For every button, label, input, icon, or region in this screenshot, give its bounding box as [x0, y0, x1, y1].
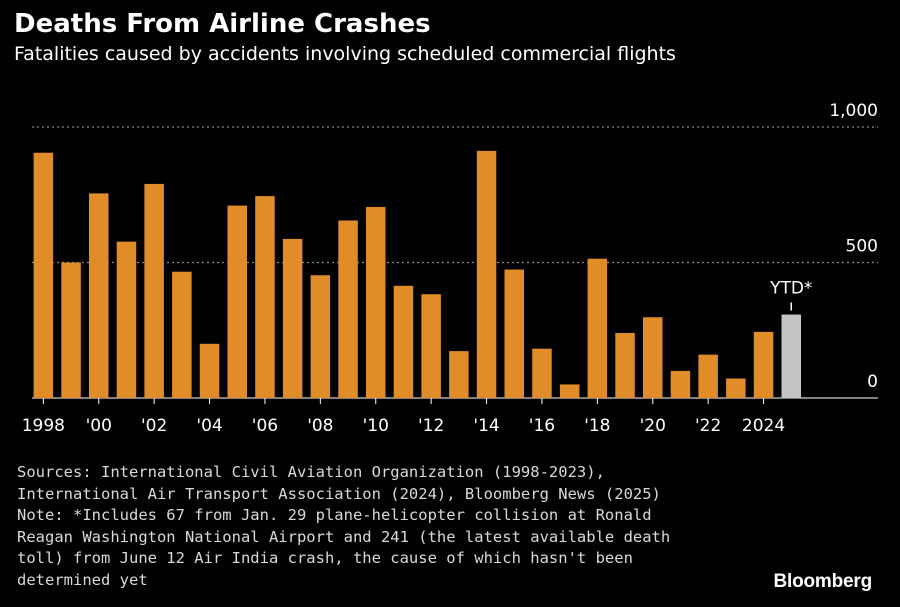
- bar: [172, 271, 192, 398]
- x-tick-label: '02: [141, 416, 167, 436]
- bar: [753, 331, 774, 398]
- bar: [559, 384, 580, 398]
- bar: [698, 354, 718, 398]
- y-tick-label: 500: [846, 237, 878, 257]
- bar: [282, 238, 303, 398]
- x-tick-label: '14: [473, 416, 499, 436]
- bar-ytd: [781, 314, 801, 398]
- x-tick-label: '16: [529, 416, 555, 436]
- y-tick-label: 0: [867, 372, 878, 392]
- bar: [116, 241, 137, 398]
- footnote-line: Reagan Washington National Airport and 2…: [17, 527, 671, 546]
- bar: [89, 193, 109, 398]
- x-tick-label: '22: [695, 416, 721, 436]
- bar: [227, 205, 247, 398]
- bar: [643, 317, 663, 398]
- chart-title: Deaths From Airline Crashes: [14, 9, 431, 39]
- bar: [255, 196, 275, 398]
- x-tick-label: '06: [252, 416, 278, 436]
- footnote-line: Sources: International Civil Aviation Or…: [17, 463, 605, 481]
- bar: [338, 220, 358, 398]
- footnote-line: determined yet: [17, 570, 148, 589]
- bar: [449, 351, 469, 398]
- bar: [199, 343, 220, 398]
- footnotes: Sources: International Civil Aviation Or…: [17, 462, 757, 591]
- bar: [366, 206, 386, 398]
- bar: [615, 332, 635, 398]
- x-tick-label: 1998: [22, 416, 65, 436]
- footnote-line: Note: *Includes 67 from Jan. 29 plane-he…: [17, 506, 652, 524]
- bar: [33, 152, 54, 398]
- bar: [476, 150, 497, 398]
- bar: [61, 262, 81, 398]
- footnote-line: toll) from June 12 Air India crash, the …: [17, 549, 633, 567]
- bar: [504, 269, 524, 398]
- y-tick-label: 1,000: [829, 101, 878, 121]
- bar-chart: 0 500 1,000 YTD* 1998 '00 '02 '04 '06 '08 '10 '12 '1…: [22, 101, 878, 436]
- bar: [726, 378, 746, 398]
- ytd-label: YTD*: [769, 279, 812, 299]
- bar: [421, 294, 441, 398]
- x-tick-label: '10: [363, 416, 389, 436]
- footnote-line: International Air Transport Association …: [17, 484, 661, 503]
- bar: [144, 183, 164, 398]
- bar: [393, 285, 414, 398]
- x-tick-label: '12: [418, 416, 444, 436]
- x-tick-label: '04: [196, 416, 222, 436]
- x-tick-label: '08: [307, 416, 333, 436]
- bar: [310, 275, 331, 398]
- bar: [670, 370, 691, 398]
- bar: [587, 258, 608, 398]
- x-tick-label: '00: [86, 416, 112, 436]
- bloomberg-logo: Bloomberg: [773, 571, 873, 592]
- x-tick-label: 2024: [742, 416, 785, 436]
- chart-subtitle: Fatalities caused by accidents involving…: [14, 43, 676, 65]
- x-tick-label: '20: [640, 416, 666, 436]
- bar: [532, 348, 552, 398]
- x-tick-label: '18: [584, 416, 610, 436]
